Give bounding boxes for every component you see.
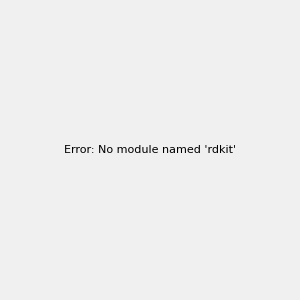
Text: Error: No module named 'rdkit': Error: No module named 'rdkit'	[64, 145, 236, 155]
